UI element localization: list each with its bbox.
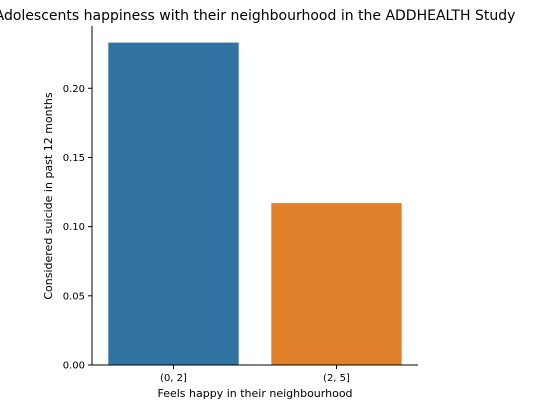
bars-layer <box>108 42 402 366</box>
x-tick-label: (2, 5] <box>323 373 350 384</box>
bar-1 <box>108 42 239 366</box>
chart-title: Adolescents happiness with their neighbo… <box>0 8 515 24</box>
axes-layer: (0, 2] (2, 5] 0.00 0.05 0.10 0.15 0.20 <box>63 26 418 384</box>
x-tick-label: (0, 2] <box>160 373 187 384</box>
y-tick-label: 0.15 <box>63 153 85 164</box>
y-tick-label: 0.05 <box>63 291 85 302</box>
y-axis-label: Considered suicide in past 12 months <box>42 92 55 300</box>
x-axis-label: Feels happy in their neighbourhood <box>157 387 352 400</box>
y-tick-label: 0.00 <box>63 361 85 372</box>
y-tick-label: 0.10 <box>63 222 85 233</box>
y-tick-label: 0.20 <box>63 84 85 95</box>
bar-2 <box>271 203 402 365</box>
